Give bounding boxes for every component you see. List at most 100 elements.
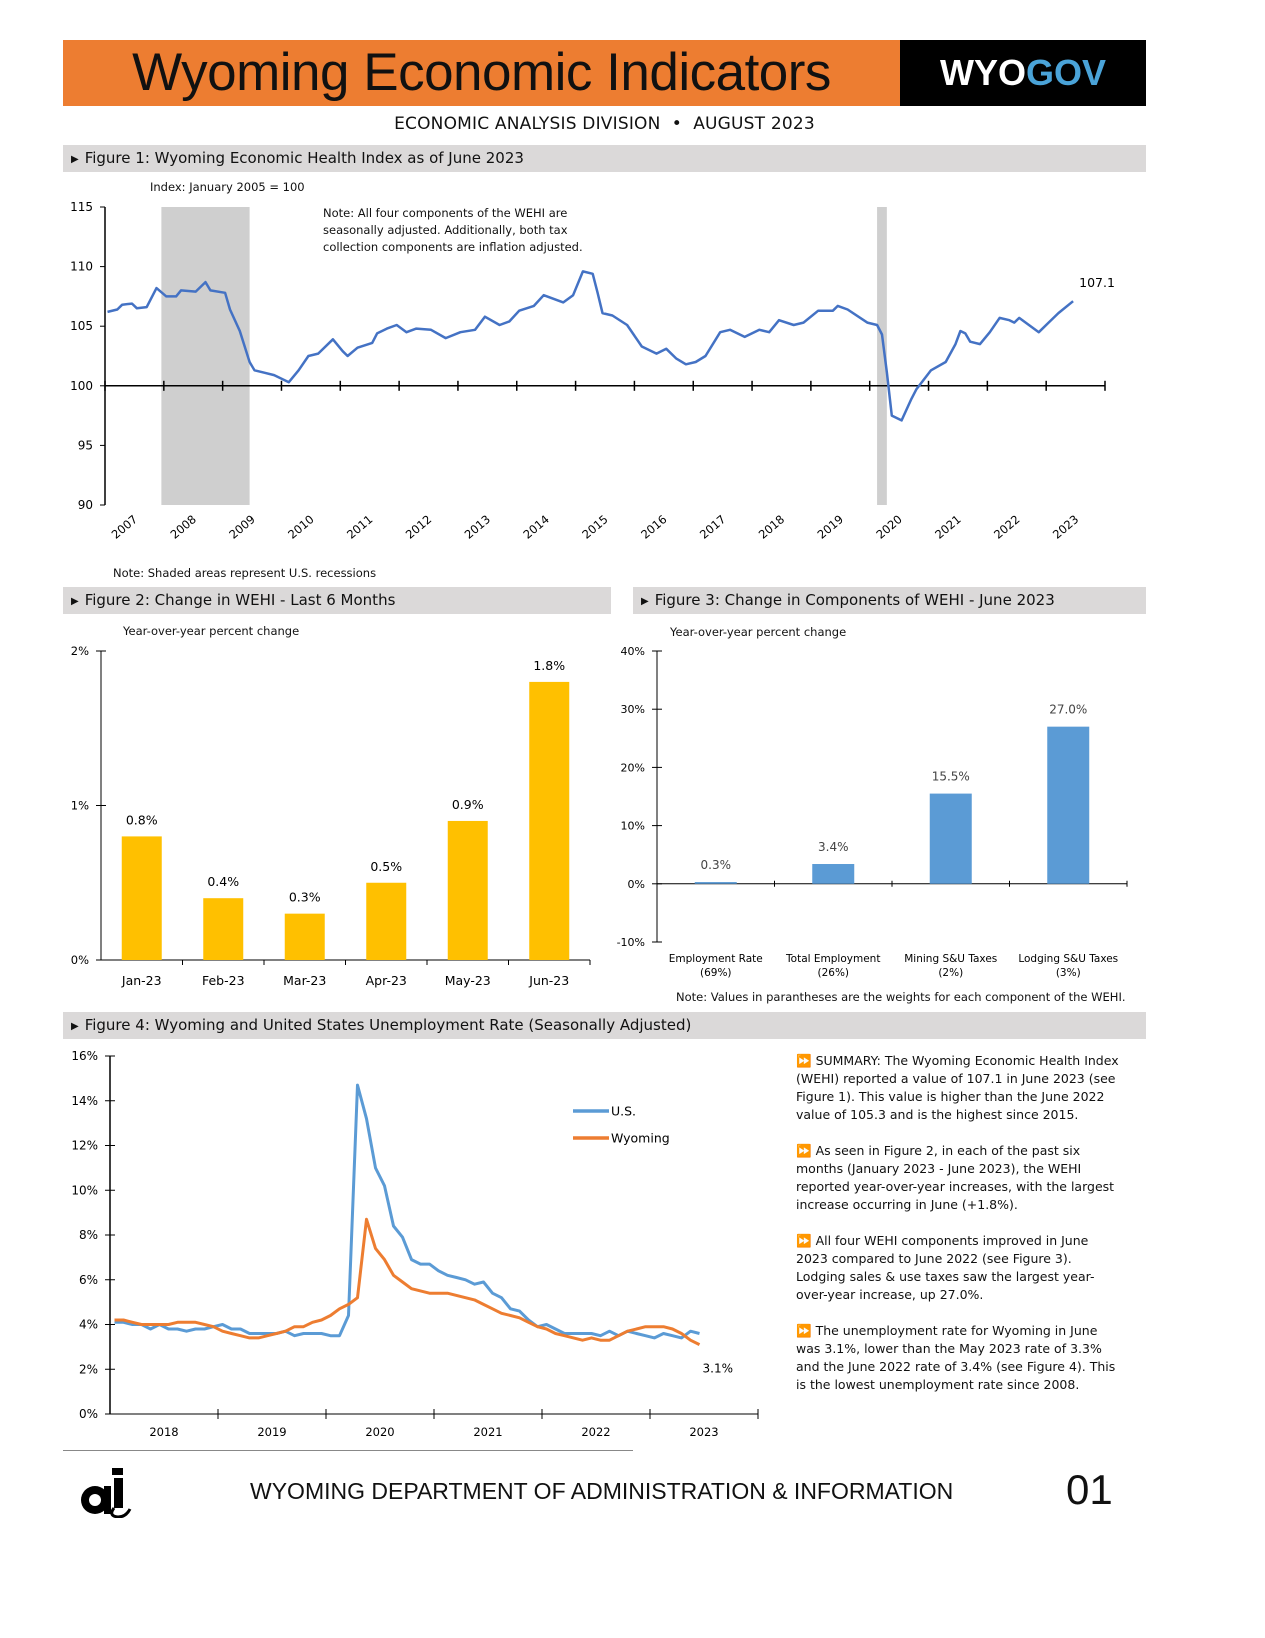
fig1-index-note: Index: January 2005 = 100 — [150, 180, 305, 194]
x-tick-label: 2014 — [520, 512, 551, 542]
y-tick-label: 100 — [70, 379, 93, 393]
bar — [812, 864, 855, 884]
logo-gov: GOV — [1025, 52, 1106, 93]
x-category-label: Apr-23 — [366, 973, 407, 988]
x-tick-label: 2011 — [344, 512, 375, 542]
fast-forward-icon: ⏩ — [796, 1053, 812, 1068]
triangle-icon: ▶ — [641, 596, 649, 607]
bar-value-label: 0.4% — [207, 874, 239, 889]
x-tick-label: 2013 — [462, 512, 493, 542]
y-tick-label: 0% — [71, 953, 89, 967]
x-category-label: Lodging S&U Taxes — [1018, 953, 1118, 965]
x-tick-label: 2022 — [581, 1425, 610, 1439]
y-tick-label: 0% — [79, 1407, 98, 1421]
fig3-chart: -10% 0% 10% 20% 30% 40% 0.3% Employment Rate (69… — [617, 645, 1128, 979]
bar — [203, 898, 244, 960]
bar — [366, 882, 407, 960]
fig3-note: Note: Values in parantheses are the weig… — [676, 990, 1126, 1004]
x-tick-label: 2018 — [149, 1425, 178, 1439]
bar-value-label: 3.4% — [818, 840, 849, 854]
page-number: 01 — [1066, 1466, 1113, 1513]
ai-logo — [81, 1468, 132, 1518]
fig3-title: Figure 3: Change in Components of WEHI -… — [654, 591, 1055, 609]
y-tick-label: 6% — [79, 1273, 98, 1287]
summary-text: As seen in Figure 2, in each of the past… — [796, 1143, 1115, 1212]
recession-shade — [877, 207, 887, 505]
x-category-label: Mar-23 — [283, 973, 326, 988]
x-category-label: Total Employment — [785, 953, 880, 965]
y-tick-label: 105 — [70, 319, 93, 333]
x-tick-label: 2023 — [689, 1425, 718, 1439]
x-tick-label: 2010 — [285, 512, 316, 542]
fig1-header: ▶ Figure 1: Wyoming Economic Health Index… — [63, 145, 1146, 172]
bar-value-label: 0.3% — [701, 858, 732, 872]
triangle-icon: ▶ — [71, 1021, 79, 1032]
fast-forward-icon: ⏩ — [796, 1233, 812, 1248]
x-category-weight: (3%) — [1056, 967, 1081, 979]
bar — [284, 913, 325, 960]
x-tick-label: 2021 — [473, 1425, 502, 1439]
x-tick-label: 2012 — [403, 512, 434, 542]
bar-value-label: 27.0% — [1049, 703, 1087, 717]
subtitle: ECONOMIC ANALYSIS DIVISION • AUGUST 2023 — [394, 114, 815, 134]
fig3-header: ▶ Figure 3: Change in Components of WEHI … — [633, 587, 1146, 614]
fig3-ylabel: Year-over-year percent change — [670, 625, 847, 639]
end-value-label: 3.1% — [703, 1362, 734, 1376]
y-tick-label: 95 — [78, 438, 93, 452]
y-tick-label: 4% — [79, 1318, 98, 1332]
y-tick-label: 12% — [71, 1139, 98, 1153]
x-category-label: Employment Rate — [669, 953, 763, 965]
summary-paragraph: ⏩ All four WEHI components improved in J… — [796, 1232, 1124, 1304]
y-tick-label: -10% — [617, 936, 645, 949]
department-name: WYOMING DEPARTMENT OF ADMINISTRATION & I… — [250, 1478, 954, 1504]
y-tick-label: 30% — [621, 703, 645, 716]
x-category-label: Mining S&U Taxes — [904, 953, 997, 965]
x-category-weight: (69%) — [700, 967, 732, 979]
summary-panel: ⏩ SUMMARY: The Wyoming Economic Health I… — [796, 1052, 1124, 1412]
x-tick-label: 2020 — [365, 1425, 394, 1439]
x-tick-label: 2017 — [697, 512, 728, 542]
bar — [121, 836, 162, 960]
summary-paragraph: ⏩ The unemployment rate for Wyoming in J… — [796, 1322, 1124, 1394]
fig1-chart: 90 95 100 105 110 115 2007 2008 2009 2010 2011 2012… — [70, 200, 1115, 542]
x-category-weight: (26%) — [817, 967, 849, 979]
fig4-chart: 0% 2% 4% 6% 8% 10% 12% 14% 16% 2018 2019 2020 2021 20… — [71, 1049, 759, 1439]
fast-forward-icon: ⏩ — [796, 1323, 812, 1338]
fig4-title: Figure 4: Wyoming and United States Unem… — [84, 1016, 692, 1034]
y-tick-label: 115 — [70, 200, 93, 214]
y-tick-label: 2% — [79, 1362, 98, 1376]
triangle-icon: ▶ — [71, 154, 79, 165]
wyogov-logo[interactable]: WYOGOV — [900, 40, 1146, 106]
x-tick-label: 2019 — [257, 1425, 286, 1439]
bar — [929, 793, 972, 884]
summary-text: SUMMARY: The Wyoming Economic Health Ind… — [796, 1053, 1119, 1122]
fig1-shade-note: Note: Shaded areas represent U.S. recess… — [113, 566, 377, 580]
x-category-weight: (2%) — [938, 967, 963, 979]
series-line-us — [114, 1083, 700, 1340]
end-value-label: 107.1 — [1079, 275, 1115, 290]
bar-value-label: 0.3% — [289, 890, 321, 905]
fig4-header: ▶ Figure 4: Wyoming and United States Une… — [63, 1012, 1146, 1039]
x-tick-label: 2020 — [873, 512, 904, 542]
header-banner — [63, 40, 900, 106]
fig2-chart: 0% 1% 2% 0.8% Jan-23 0.4% Feb-23 0.3% Mar-23 0.5%… — [71, 644, 591, 988]
x-tick-label: 2009 — [226, 512, 257, 542]
bar — [1047, 726, 1090, 884]
fig1-title: Figure 1: Wyoming Economic Health Index … — [84, 149, 524, 167]
x-tick-label: 2007 — [109, 512, 140, 542]
y-tick-label: 14% — [71, 1094, 98, 1108]
summary-text: All four WEHI components improved in Jun… — [796, 1233, 1095, 1302]
y-tick-label: 1% — [71, 799, 89, 813]
fig2-header: ▶ Figure 2: Change in WEHI - Last 6 Month… — [63, 587, 611, 614]
summary-paragraph: ⏩ As seen in Figure 2, in each of the pa… — [796, 1142, 1124, 1214]
bar-value-label: 0.5% — [370, 859, 402, 874]
bar — [447, 820, 488, 960]
page-title: Wyoming Economic Indicators — [132, 43, 831, 102]
bar — [529, 681, 570, 960]
x-tick-label: 2023 — [1050, 512, 1081, 542]
x-category-label: Feb-23 — [202, 973, 245, 988]
bar-value-label: 0.8% — [126, 812, 158, 827]
y-tick-label: 40% — [621, 645, 645, 658]
fig1-note: Note: All four components of the WEHI ar… — [323, 206, 583, 254]
